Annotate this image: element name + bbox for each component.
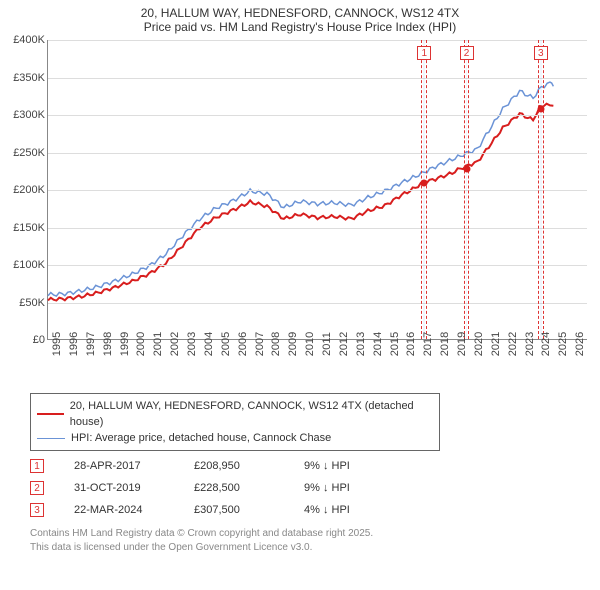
x-axis-tick-label: 2000 — [135, 332, 147, 356]
marker-table-delta: 4% ↓ HPI — [304, 504, 404, 516]
gridline-h — [48, 265, 587, 266]
x-axis-tick-label: 2019 — [456, 332, 468, 356]
title-line-2: Price paid vs. HM Land Registry's House … — [4, 20, 596, 34]
gridline-h — [48, 40, 587, 41]
sale-dot — [421, 180, 428, 187]
marker-number-box: 2 — [460, 46, 474, 60]
x-axis-tick-label: 2025 — [557, 332, 569, 356]
x-axis-tick-label: 2006 — [237, 332, 249, 356]
legend-swatch — [37, 438, 65, 439]
y-axis-tick-label: £150K — [3, 222, 45, 234]
x-axis-tick-label: 2001 — [152, 332, 164, 356]
legend-row: HPI: Average price, detached house, Cann… — [37, 430, 433, 446]
legend-row: 20, HALLUM WAY, HEDNESFORD, CANNOCK, WS1… — [37, 398, 433, 430]
legend-label: HPI: Average price, detached house, Cann… — [71, 430, 331, 446]
marker-table-price: £228,500 — [194, 482, 274, 494]
x-axis-tick-label: 2011 — [321, 332, 333, 356]
gridline-h — [48, 190, 587, 191]
x-axis-tick-label: 2004 — [203, 332, 215, 356]
x-axis-tick-label: 2014 — [372, 332, 384, 356]
title-line-1: 20, HALLUM WAY, HEDNESFORD, CANNOCK, WS1… — [4, 6, 596, 20]
sales-marker-table: 1 28-APR-2017 £208,950 9% ↓ HPI 2 31-OCT-2019… — [30, 455, 594, 521]
marker-table-price: £307,500 — [194, 504, 274, 516]
y-axis-tick-label: £200K — [3, 184, 45, 196]
marker-table-row: 3 22-MAR-2024 £307,500 4% ↓ HPI — [30, 499, 594, 521]
legend-box: 20, HALLUM WAY, HEDNESFORD, CANNOCK, WS1… — [30, 393, 440, 451]
gridline-h — [48, 78, 587, 79]
x-axis-tick-label: 2007 — [254, 332, 266, 356]
marker-table-num: 1 — [30, 459, 44, 473]
attribution-line-2: This data is licensed under the Open Gov… — [30, 541, 594, 555]
x-axis-tick-label: 2003 — [186, 332, 198, 356]
x-axis-tick-label: 2005 — [220, 332, 232, 356]
x-axis-tick-label: 1996 — [68, 332, 80, 356]
x-axis-tick-label: 1997 — [85, 332, 97, 356]
x-axis-tick-label: 1995 — [51, 332, 63, 356]
legend-label: 20, HALLUM WAY, HEDNESFORD, CANNOCK, WS1… — [70, 398, 433, 430]
marker-table-num: 2 — [30, 481, 44, 495]
y-axis-tick-label: £100K — [3, 259, 45, 271]
marker-number-box: 1 — [417, 46, 431, 60]
x-axis-tick-label: 2024 — [540, 332, 552, 356]
marker-table-delta: 9% ↓ HPI — [304, 460, 404, 472]
x-axis-tick-label: 1998 — [102, 332, 114, 356]
chart-title-block: 20, HALLUM WAY, HEDNESFORD, CANNOCK, WS1… — [0, 0, 600, 36]
x-axis-tick-label: 2010 — [304, 332, 316, 356]
y-axis-tick-label: £300K — [3, 109, 45, 121]
x-axis-tick-label: 2002 — [169, 332, 181, 356]
gridline-h — [48, 115, 587, 116]
x-axis-tick-label: 2016 — [405, 332, 417, 356]
x-axis-tick-label: 2023 — [524, 332, 536, 356]
marker-number-box: 3 — [534, 46, 548, 60]
x-axis-tick-label: 2015 — [389, 332, 401, 356]
y-axis-tick-label: £350K — [3, 72, 45, 84]
chart-area: 1 2 3 £0 £50K £100K £150K £200K £250K £300K £350K… — [5, 36, 595, 391]
y-axis-tick-label: £0 — [3, 334, 45, 346]
x-axis-tick-label: 2026 — [574, 332, 586, 356]
marker-table-num: 3 — [30, 503, 44, 517]
x-axis-tick-label: 2017 — [422, 332, 434, 356]
marker-table-delta: 9% ↓ HPI — [304, 482, 404, 494]
marker-table-row: 1 28-APR-2017 £208,950 9% ↓ HPI — [30, 455, 594, 477]
x-axis-tick-label: 2020 — [473, 332, 485, 356]
x-axis-tick-label: 2021 — [490, 332, 502, 356]
marker-table-price: £208,950 — [194, 460, 274, 472]
x-axis-tick-label: 2018 — [439, 332, 451, 356]
x-axis-tick-label: 2008 — [270, 332, 282, 356]
x-axis-tick-label: 1999 — [119, 332, 131, 356]
marker-table-row: 2 31-OCT-2019 £228,500 9% ↓ HPI — [30, 477, 594, 499]
x-axis-tick-label: 2022 — [507, 332, 519, 356]
attribution-line-1: Contains HM Land Registry data © Crown c… — [30, 527, 594, 541]
gridline-h — [48, 303, 587, 304]
legend-swatch — [37, 413, 64, 415]
plot-region: 1 2 3 — [47, 40, 587, 340]
x-axis-tick-label: 2013 — [355, 332, 367, 356]
attribution-text: Contains HM Land Registry data © Crown c… — [30, 527, 594, 554]
marker-table-date: 31-OCT-2019 — [74, 482, 164, 494]
gridline-h — [48, 153, 587, 154]
sale-dot — [463, 165, 470, 172]
x-axis-tick-label: 2012 — [338, 332, 350, 356]
gridline-h — [48, 228, 587, 229]
y-axis-tick-label: £50K — [3, 297, 45, 309]
marker-table-date: 28-APR-2017 — [74, 460, 164, 472]
y-axis-tick-label: £250K — [3, 147, 45, 159]
marker-table-date: 22-MAR-2024 — [74, 504, 164, 516]
sale-dot — [537, 106, 544, 113]
x-axis-tick-label: 2009 — [287, 332, 299, 356]
y-axis-tick-label: £400K — [3, 34, 45, 46]
